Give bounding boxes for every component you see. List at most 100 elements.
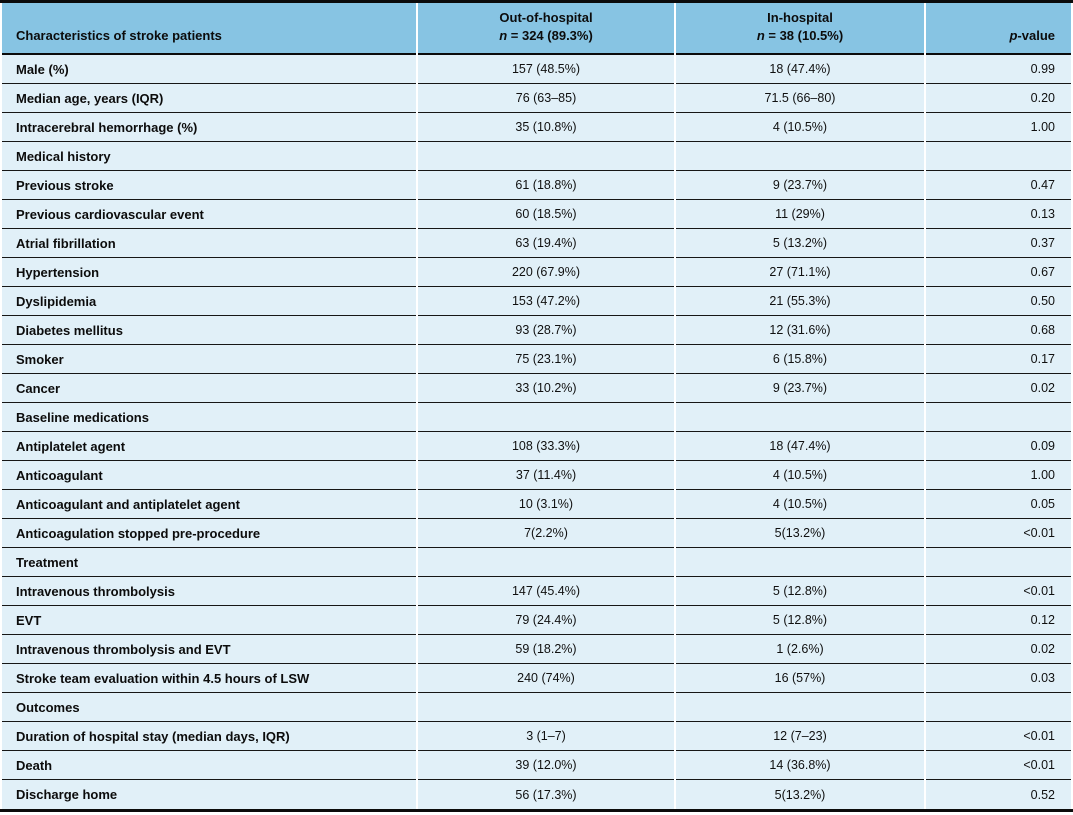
row-label: Duration of hospital stay (median days, … xyxy=(2,722,416,751)
out-of-hospital-value xyxy=(418,142,674,171)
in-hospital-value: 11 (29%) xyxy=(676,200,924,229)
p-value xyxy=(926,403,1071,432)
in-hospital-value xyxy=(676,693,924,722)
p-value: 0.05 xyxy=(926,490,1071,519)
row-label: Dyslipidemia xyxy=(2,287,416,316)
in-hospital-title: In-hospital xyxy=(767,9,833,25)
out-of-hospital-value: 157 (48.5%) xyxy=(418,55,674,84)
in-hospital-value: 4 (10.5%) xyxy=(676,490,924,519)
out-of-hospital-value: 56 (17.3%) xyxy=(418,780,674,809)
out-of-hospital-value: 93 (28.7%) xyxy=(418,316,674,345)
in-hospital-value: 1 (2.6%) xyxy=(676,635,924,664)
out-of-hospital-value: 10 (3.1%) xyxy=(418,490,674,519)
out-of-hospital-value: 108 (33.3%) xyxy=(418,432,674,461)
section-label: Medical history xyxy=(2,142,416,171)
out-of-hospital-value: 220 (67.9%) xyxy=(418,258,674,287)
row-label: Intracerebral hemorrhage (%) xyxy=(2,113,416,142)
in-hospital-value xyxy=(676,142,924,171)
section-row: Treatment xyxy=(2,548,1071,577)
in-hospital-n: n = 38 (10.5%) xyxy=(756,27,844,43)
table-row: Stroke team evaluation within 4.5 hours … xyxy=(2,664,1071,693)
table-row: Smoker 75 (23.1%) 6 (15.8%) 0.17 xyxy=(2,345,1071,374)
p-value: 1.00 xyxy=(926,461,1071,490)
in-hospital-value: 9 (23.7%) xyxy=(676,171,924,200)
table-header: Characteristics of stroke patients Out-o… xyxy=(2,3,1071,55)
in-hospital-value: 14 (36.8%) xyxy=(676,751,924,780)
table-row: Anticoagulant and antiplatelet agent 10 (… xyxy=(2,490,1071,519)
row-label: Previous cardiovascular event xyxy=(2,200,416,229)
p-value xyxy=(926,693,1071,722)
in-hospital-value: 5 (12.8%) xyxy=(676,577,924,606)
p-value: 0.02 xyxy=(926,374,1071,403)
in-hospital-value xyxy=(676,403,924,432)
table-row: Cancer 33 (10.2%) 9 (23.7%) 0.02 xyxy=(2,374,1071,403)
row-label: Anticoagulation stopped pre-procedure xyxy=(2,519,416,548)
out-of-hospital-value: 240 (74%) xyxy=(418,664,674,693)
in-hospital-value: 5(13.2%) xyxy=(676,519,924,548)
section-label: Baseline medications xyxy=(2,403,416,432)
table-row: Male (%) 157 (48.5%) 18 (47.4%) 0.99 xyxy=(2,55,1071,84)
p-value: 0.20 xyxy=(926,84,1071,113)
table-row: EVT 79 (24.4%) 5 (12.8%) 0.12 xyxy=(2,606,1071,635)
in-hospital-value: 5(13.2%) xyxy=(676,780,924,809)
p-value: <0.01 xyxy=(926,751,1071,780)
column-header-out-of-hospital: Out-of-hospital n = 324 (89.3%) xyxy=(418,3,674,55)
table-row: Discharge home 56 (17.3%) 5(13.2%) 0.52 xyxy=(2,780,1071,809)
table-row: Atrial fibrillation 63 (19.4%) 5 (13.2%) 0.… xyxy=(2,229,1071,258)
out-of-hospital-value: 153 (47.2%) xyxy=(418,287,674,316)
table-row: Anticoagulant 37 (11.4%) 4 (10.5%) 1.00 xyxy=(2,461,1071,490)
p-value xyxy=(926,142,1071,171)
in-hospital-value: 27 (71.1%) xyxy=(676,258,924,287)
out-of-hospital-value: 60 (18.5%) xyxy=(418,200,674,229)
table-row: Death 39 (12.0%) 14 (36.8%) <0.01 xyxy=(2,751,1071,780)
row-label: Male (%) xyxy=(2,55,416,84)
in-hospital-value: 21 (55.3%) xyxy=(676,287,924,316)
in-hospital-value: 5 (12.8%) xyxy=(676,606,924,635)
row-label: Cancer xyxy=(2,374,416,403)
n-symbol: n xyxy=(499,27,508,43)
row-label: Death xyxy=(2,751,416,780)
p-value: 0.68 xyxy=(926,316,1071,345)
out-of-hospital-value xyxy=(418,403,674,432)
table-row: Hypertension 220 (67.9%) 27 (71.1%) 0.67 xyxy=(2,258,1071,287)
out-of-hospital-value: 39 (12.0%) xyxy=(418,751,674,780)
p-value: 0.13 xyxy=(926,200,1071,229)
table-row: Median age, years (IQR) 76 (63–85) 71.5 (6… xyxy=(2,84,1071,113)
p-value: 0.99 xyxy=(926,55,1071,84)
p-value: 0.09 xyxy=(926,432,1071,461)
row-label: Previous stroke xyxy=(2,171,416,200)
p-value: 0.67 xyxy=(926,258,1071,287)
out-of-hospital-value: 7(2.2%) xyxy=(418,519,674,548)
table-row: Antiplatelet agent 108 (33.3%) 18 (47.4%) 0… xyxy=(2,432,1071,461)
row-label: Intravenous thrombolysis xyxy=(2,577,416,606)
header-row: Characteristics of stroke patients Out-o… xyxy=(2,3,1071,55)
table-row: Intravenous thrombolysis and EVT 59 (18.2… xyxy=(2,635,1071,664)
section-row: Outcomes xyxy=(2,693,1071,722)
table-body: Male (%) 157 (48.5%) 18 (47.4%) 0.99 Median … xyxy=(2,55,1071,809)
in-hospital-value: 4 (10.5%) xyxy=(676,113,924,142)
row-label: Hypertension xyxy=(2,258,416,287)
p-value: 0.17 xyxy=(926,345,1071,374)
out-of-hospital-value xyxy=(418,548,674,577)
row-label: Median age, years (IQR) xyxy=(2,84,416,113)
in-hospital-value: 12 (31.6%) xyxy=(676,316,924,345)
in-hospital-value: 18 (47.4%) xyxy=(676,432,924,461)
in-hospital-value: 16 (57%) xyxy=(676,664,924,693)
in-hospital-value: 5 (13.2%) xyxy=(676,229,924,258)
table-row: Intracerebral hemorrhage (%) 35 (10.8%) 4 … xyxy=(2,113,1071,142)
p-symbol: p xyxy=(1009,27,1018,43)
table-row: Previous stroke 61 (18.8%) 9 (23.7%) 0.47 xyxy=(2,171,1071,200)
row-label: Antiplatelet agent xyxy=(2,432,416,461)
out-of-hospital-value: 35 (10.8%) xyxy=(418,113,674,142)
p-value: 0.37 xyxy=(926,229,1071,258)
table-row: Previous cardiovascular event 60 (18.5%) 1… xyxy=(2,200,1071,229)
out-of-hospital-value: 33 (10.2%) xyxy=(418,374,674,403)
out-of-hospital-title: Out-of-hospital xyxy=(499,9,593,25)
row-label: Anticoagulant and antiplatelet agent xyxy=(2,490,416,519)
table-row: Anticoagulation stopped pre-procedure 7(2… xyxy=(2,519,1071,548)
in-hospital-value: 12 (7–23) xyxy=(676,722,924,751)
out-of-hospital-value: 76 (63–85) xyxy=(418,84,674,113)
row-label: Discharge home xyxy=(2,780,416,809)
